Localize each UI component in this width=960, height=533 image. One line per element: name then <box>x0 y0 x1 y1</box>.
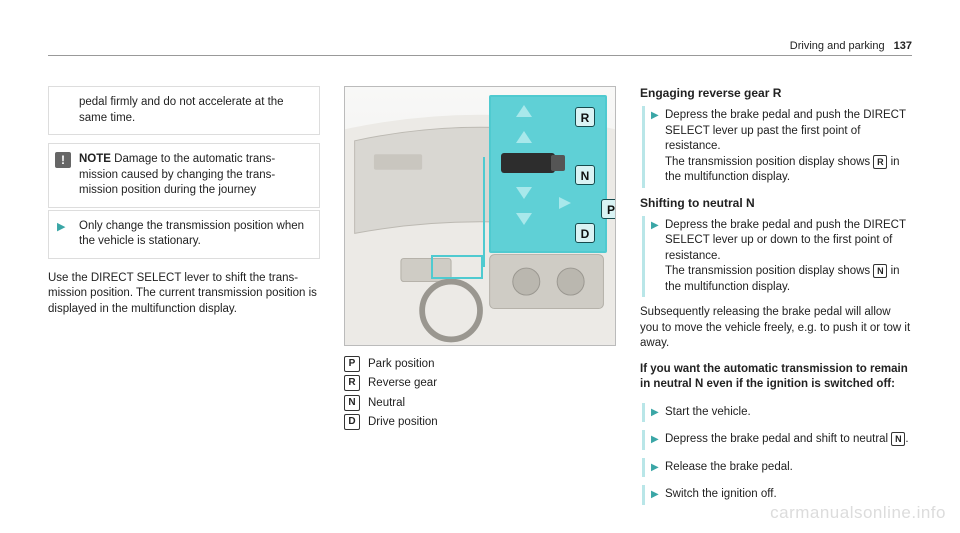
arrow-up-icon <box>516 105 532 117</box>
legend-key-p: P <box>344 356 360 372</box>
page-header: Driving and parking 137 <box>48 40 912 56</box>
legend-label: Park position <box>368 356 434 373</box>
step-text: . <box>905 433 908 445</box>
note-label: NOTE <box>79 153 111 165</box>
legend-key-n: N <box>344 395 360 411</box>
action-marker-icon: ▶ <box>57 220 65 235</box>
step-item: ▶ Depress the brake pedal and push the D… <box>642 216 912 298</box>
action-box: ▶ Only change the transmission position … <box>48 210 320 259</box>
step-marker-icon: ▶ <box>651 219 659 233</box>
column-2: R N D P P Park position R Reverse gear N… <box>344 86 616 513</box>
content-columns: pedal firmly and do not accelerate at th… <box>48 86 912 513</box>
step-text: The transmission position display shows <box>665 265 873 277</box>
step-item: ▶ Depress the brake pedal and shift to n… <box>642 430 912 450</box>
inline-key-n: N <box>891 432 905 446</box>
arrow-down-icon <box>516 213 532 225</box>
callout-leader-line <box>483 157 485 267</box>
paragraph: Use the DIRECT SELECT lever to shift the… <box>48 271 320 318</box>
action-text: Only change the transmission position wh… <box>79 220 304 248</box>
legend-key-r: R <box>344 375 360 391</box>
position-n-icon: N <box>575 165 595 185</box>
figure-legend: P Park position R Reverse gear N Neutral… <box>344 356 616 431</box>
legend-label: Reverse gear <box>368 375 437 392</box>
step-text: Start the vehicle. <box>665 406 751 418</box>
step-text: The transmission position display shows <box>665 156 873 168</box>
step-text: Release the brake pedal. <box>665 461 793 473</box>
position-r-icon: R <box>575 107 595 127</box>
arrow-up-icon <box>516 131 532 143</box>
step-text: Depress the brake pedal and push the DIR… <box>665 109 906 152</box>
lever-highlight-box <box>431 255 483 279</box>
legend-label: Neutral <box>368 395 405 412</box>
position-p-icon: P <box>601 199 616 219</box>
step-item: ▶ Release the brake pedal. <box>642 458 912 478</box>
inline-key-r: R <box>873 155 887 169</box>
step-text: Depress the brake pedal and shift to neu… <box>665 433 891 445</box>
step-marker-icon: ▶ <box>651 406 659 420</box>
legend-key-d: D <box>344 414 360 430</box>
column-1: pedal firmly and do not accelerate at th… <box>48 86 320 513</box>
arrow-right-icon <box>559 197 571 209</box>
direct-select-figure: R N D P <box>344 86 616 346</box>
note-box-warning: ! NOTE Damage to the automatic trans­mis… <box>48 143 320 208</box>
note-box-continuation: pedal firmly and do not accelerate at th… <box>48 86 320 135</box>
column-3: Engaging reverse gear R ▶ Depress the br… <box>640 86 912 513</box>
legend-row: N Neutral <box>344 395 616 412</box>
step-marker-icon: ▶ <box>651 433 659 447</box>
warning-icon: ! <box>55 152 71 168</box>
position-d-icon: D <box>575 223 595 243</box>
step-item: ▶ Depress the brake pedal and push the D… <box>642 106 912 188</box>
section-title: Driving and parking <box>790 40 885 52</box>
step-marker-icon: ▶ <box>651 109 659 123</box>
paragraph-bold: If you want the automatic transmission t… <box>640 362 912 393</box>
subheading: Shifting to neutral N <box>640 196 912 210</box>
lever-graphic <box>501 153 555 173</box>
lever-callout: R N D <box>489 95 607 253</box>
legend-label: Drive position <box>368 414 438 431</box>
step-text: Depress the brake pedal and push the DIR… <box>665 219 906 262</box>
legend-row: R Reverse gear <box>344 375 616 392</box>
subheading: Engaging reverse gear R <box>640 86 912 100</box>
step-marker-icon: ▶ <box>651 461 659 475</box>
arrow-down-icon <box>516 187 532 199</box>
page-number: 137 <box>894 40 912 52</box>
step-item: ▶ Switch the ignition off. <box>642 485 912 505</box>
legend-row: P Park position <box>344 356 616 373</box>
inline-key-n: N <box>873 264 887 278</box>
step-text: Switch the ignition off. <box>665 488 777 500</box>
step-item: ▶ Start the vehicle. <box>642 403 912 423</box>
paragraph: Subsequently releasing the brake pedal w… <box>640 305 912 352</box>
note-text: pedal firmly and do not accelerate at th… <box>79 96 284 124</box>
header-rule <box>48 55 912 56</box>
step-marker-icon: ▶ <box>651 488 659 502</box>
legend-row: D Drive position <box>344 414 616 431</box>
watermark: carmanualsonline.info <box>770 503 946 523</box>
